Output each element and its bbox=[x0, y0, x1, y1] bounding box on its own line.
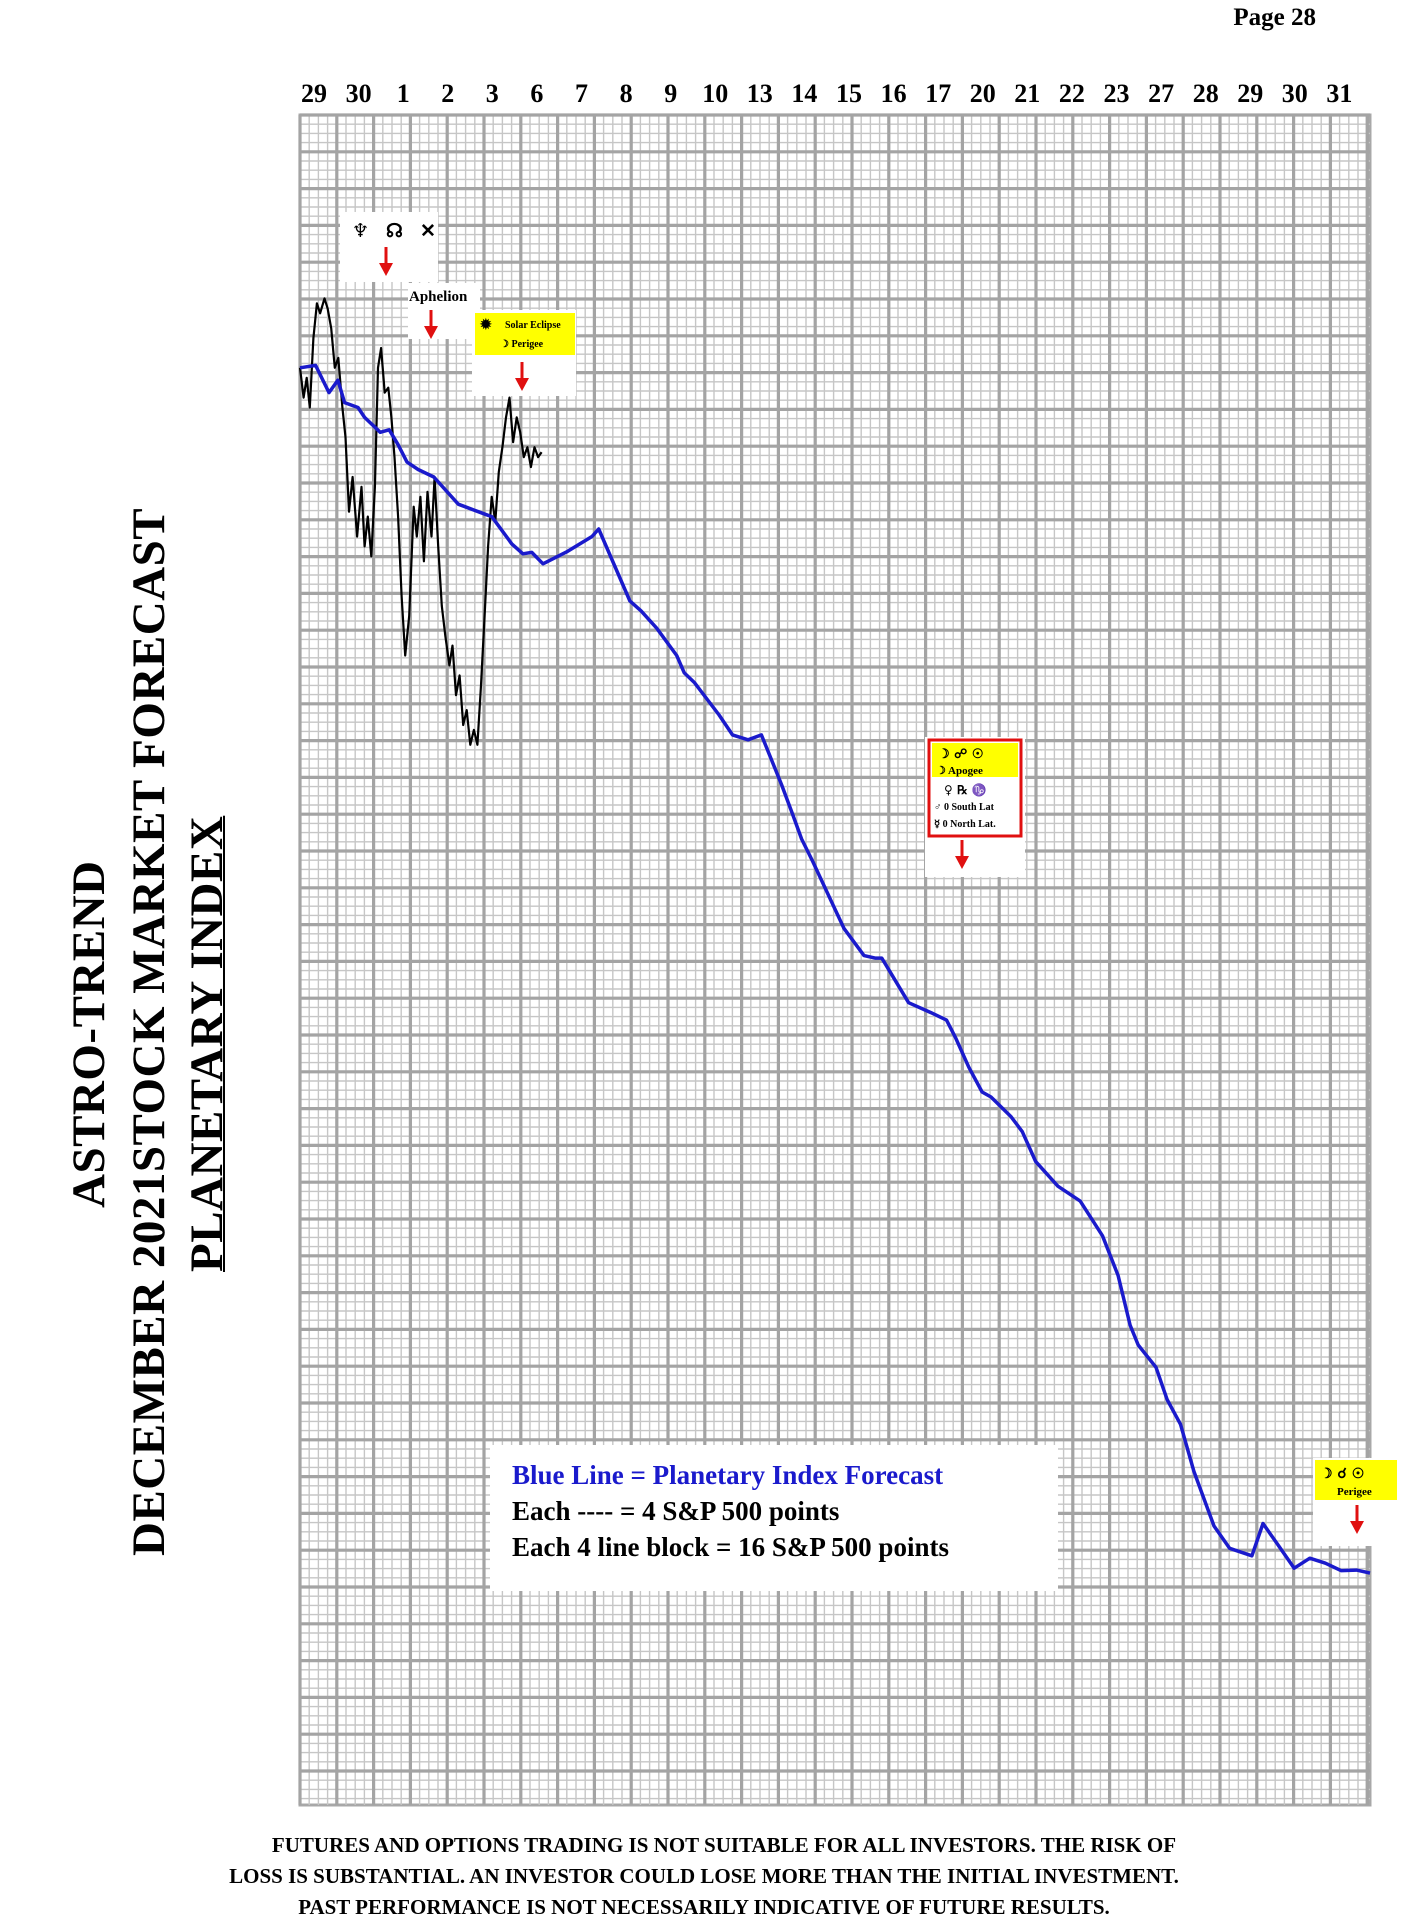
disclaimer-line-2: LOSS IS SUBSTANTIAL. AN INVESTOR COULD L… bbox=[229, 1864, 1179, 1888]
price-series-line bbox=[298, 297, 543, 746]
event-dec3-label-2: ☽ Perigee bbox=[500, 339, 544, 350]
event-dec1-label: Aphelion bbox=[409, 289, 468, 305]
event-dec17-label-3: ♀ ℞ ♑ bbox=[944, 783, 987, 797]
x-tick-label: 15 bbox=[836, 79, 862, 108]
legend-line-3: Each 4 line block = 16 S&P 500 points bbox=[512, 1532, 949, 1562]
forecast-chart: 29 30 1 2 3 6 7 8 9 10 13 14 15 16 17 20 21 22 23 27 28 29 30 3… bbox=[298, 79, 1399, 1807]
x-tick-label: 2 bbox=[441, 79, 454, 108]
x-tick-label: 20 bbox=[970, 79, 996, 108]
x-tick-label: 21 bbox=[1014, 79, 1040, 108]
x-axis-ticks: 29 30 1 2 3 6 7 8 9 10 13 14 15 16 17 20 21 22 23 27 28 29 30 3… bbox=[301, 79, 1352, 108]
event-dec17-label-4: ♂ 0 South Lat bbox=[934, 802, 995, 813]
chart-series bbox=[298, 297, 1371, 1575]
x-tick-label: 29 bbox=[301, 79, 327, 108]
event-dec1-arrow-head bbox=[424, 326, 438, 339]
x-tick-label: 16 bbox=[881, 79, 907, 108]
page-number: Page 28 bbox=[1233, 4, 1316, 31]
event-nov30-symbol: ♆ bbox=[352, 220, 369, 242]
chart-legend: Blue Line = Planetary Index Forecast Eac… bbox=[490, 1445, 1058, 1591]
x-tick-label: 8 bbox=[620, 79, 633, 108]
event-nov30-arrow-head bbox=[379, 263, 393, 276]
sun-eclipse-icon: ✹ bbox=[479, 317, 493, 333]
risk-disclaimer: FUTURES AND OPTIONS TRADING IS NOT SUITA… bbox=[0, 1830, 1408, 1923]
disclaimer-line-3: PAST PERFORMANCE IS NOT NECESSARILY INDI… bbox=[298, 1895, 1110, 1919]
chart-grid bbox=[298, 113, 1372, 1807]
event-dec3-label-1: Solar Eclipse bbox=[505, 320, 561, 331]
x-tick-label: 23 bbox=[1104, 79, 1130, 108]
x-tick-label: 9 bbox=[664, 79, 677, 108]
x-tick-label: 10 bbox=[702, 79, 728, 108]
x-tick-label: 7 bbox=[575, 79, 588, 108]
event-annotations: ♆ ☊ ✕ Aphelion ✹ Solar Eclipse ☽ Perigee ☽ ☍ ☉ ☽… bbox=[340, 212, 1399, 1546]
x-tick-label: 13 bbox=[747, 79, 773, 108]
forecast-series-line bbox=[299, 363, 1371, 1575]
x-tick-label: 27 bbox=[1148, 79, 1174, 108]
event-dec17-label-5: ☿ 0 North Lat. bbox=[934, 819, 996, 830]
x-tick-label: 31 bbox=[1326, 79, 1352, 108]
event-dec17-arrow-head bbox=[955, 856, 969, 869]
x-tick-label: 1 bbox=[397, 79, 410, 108]
event-nov30-symbol: ✕ bbox=[420, 220, 436, 242]
disclaimer-line-1: FUTURES AND OPTIONS TRADING IS NOT SUITA… bbox=[271, 1833, 1177, 1857]
legend-box bbox=[490, 1445, 1058, 1591]
x-tick-label: 22 bbox=[1059, 79, 1085, 108]
event-dec17-highlight bbox=[932, 743, 1018, 777]
x-tick-label: 3 bbox=[486, 79, 499, 108]
event-dec31-box bbox=[1315, 1460, 1397, 1500]
x-tick-label: 28 bbox=[1193, 79, 1219, 108]
x-tick-label: 17 bbox=[925, 79, 951, 108]
event-dec3-box bbox=[475, 313, 575, 355]
event-dec31-label-1: ☽ ☌ ☉ bbox=[1320, 1466, 1364, 1482]
x-tick-label: 14 bbox=[791, 79, 817, 108]
x-tick-label: 6 bbox=[530, 79, 543, 108]
legend-line-1: Blue Line = Planetary Index Forecast bbox=[512, 1460, 943, 1490]
x-tick-label: 30 bbox=[1282, 79, 1308, 108]
event-nov30-symbol: ☊ bbox=[386, 220, 403, 242]
event-dec31-arrow-head bbox=[1350, 1521, 1364, 1534]
event-dec1-box bbox=[408, 283, 480, 339]
x-tick-label: 29 bbox=[1237, 79, 1263, 108]
event-dec3-arrow-head bbox=[515, 378, 529, 391]
x-tick-label: 30 bbox=[346, 79, 372, 108]
legend-line-2: Each ---- = 4 S&P 500 points bbox=[512, 1496, 839, 1526]
event-dec17-label-1: ☽ ☍ ☉ bbox=[938, 747, 984, 762]
event-dec31-label-2: Perigee bbox=[1337, 1486, 1372, 1498]
event-dec17-label-2: ☽ Apogee bbox=[936, 765, 983, 777]
